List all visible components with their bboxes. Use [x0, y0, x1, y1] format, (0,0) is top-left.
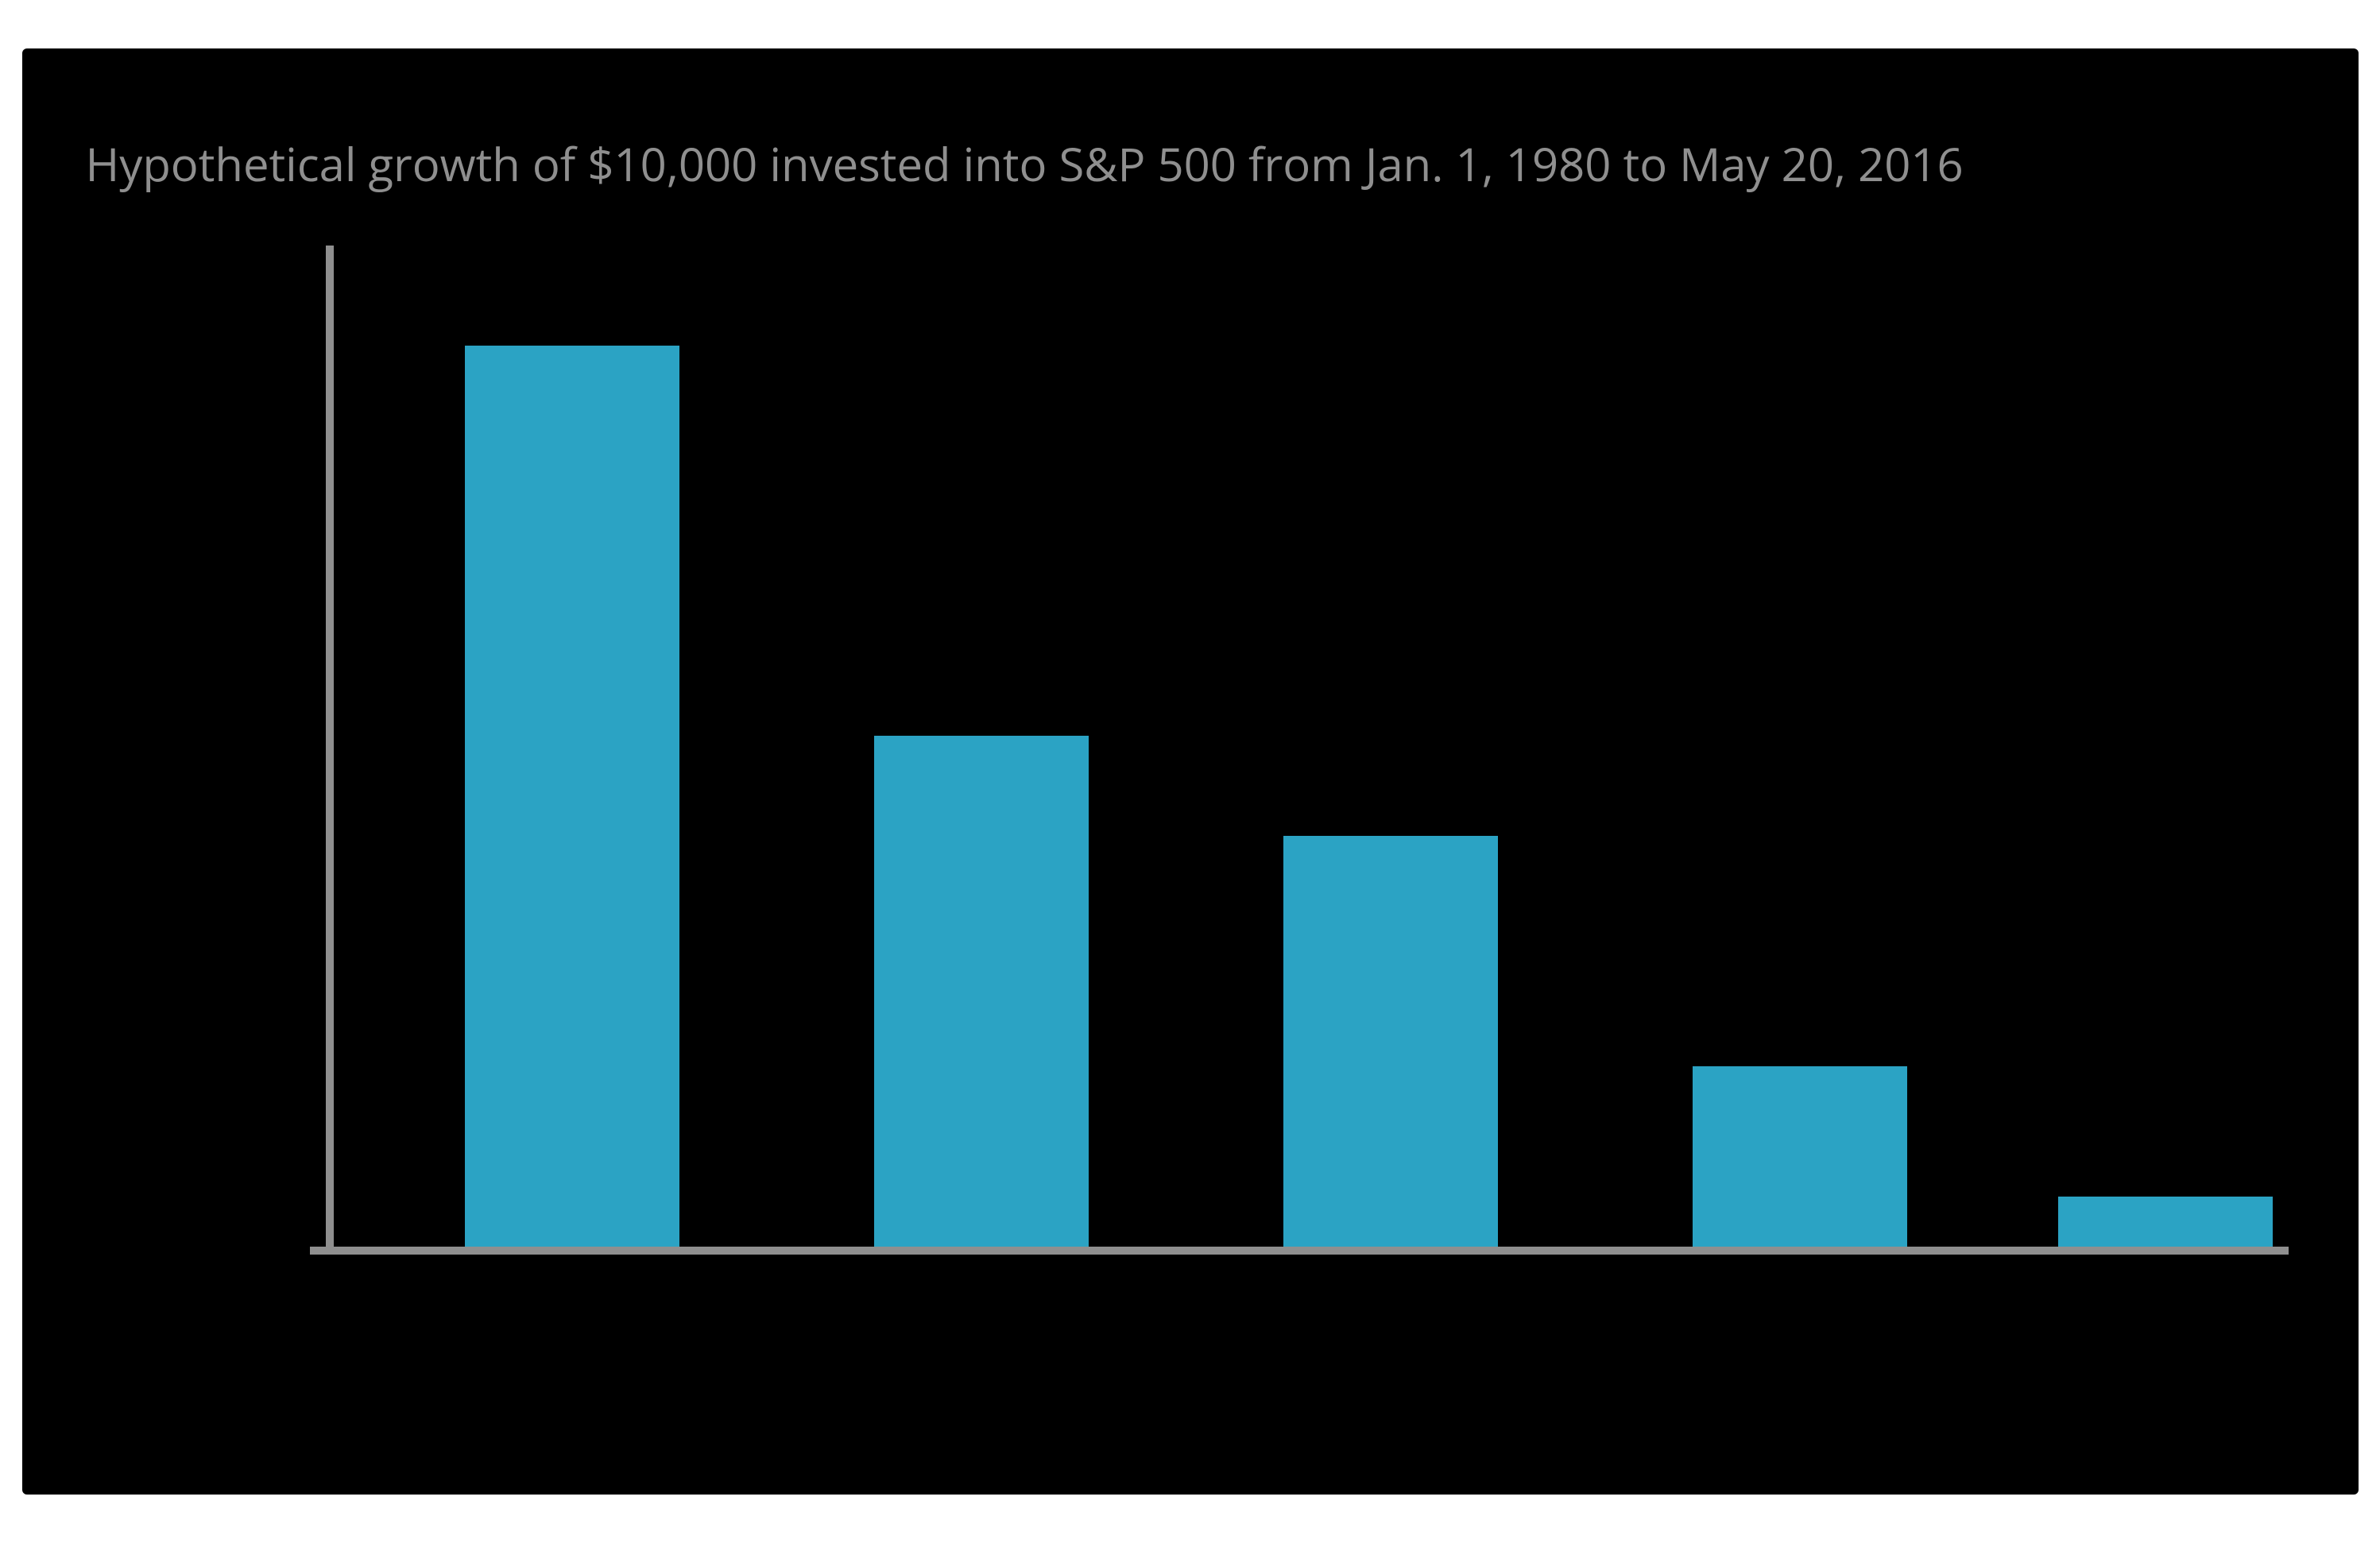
plot-area: [326, 246, 2289, 1255]
chart-card: Hypothetical growth of $10,000 invested …: [22, 48, 2359, 1495]
bar: [1283, 836, 1498, 1247]
y-axis-line: [326, 246, 334, 1255]
chart-title: Hypothetical growth of $10,000 invested …: [86, 132, 1964, 195]
x-axis-line: [310, 1247, 2289, 1255]
bar: [874, 736, 1089, 1247]
bar: [465, 346, 679, 1247]
bar: [1693, 1066, 1907, 1247]
bar: [2058, 1197, 2273, 1247]
